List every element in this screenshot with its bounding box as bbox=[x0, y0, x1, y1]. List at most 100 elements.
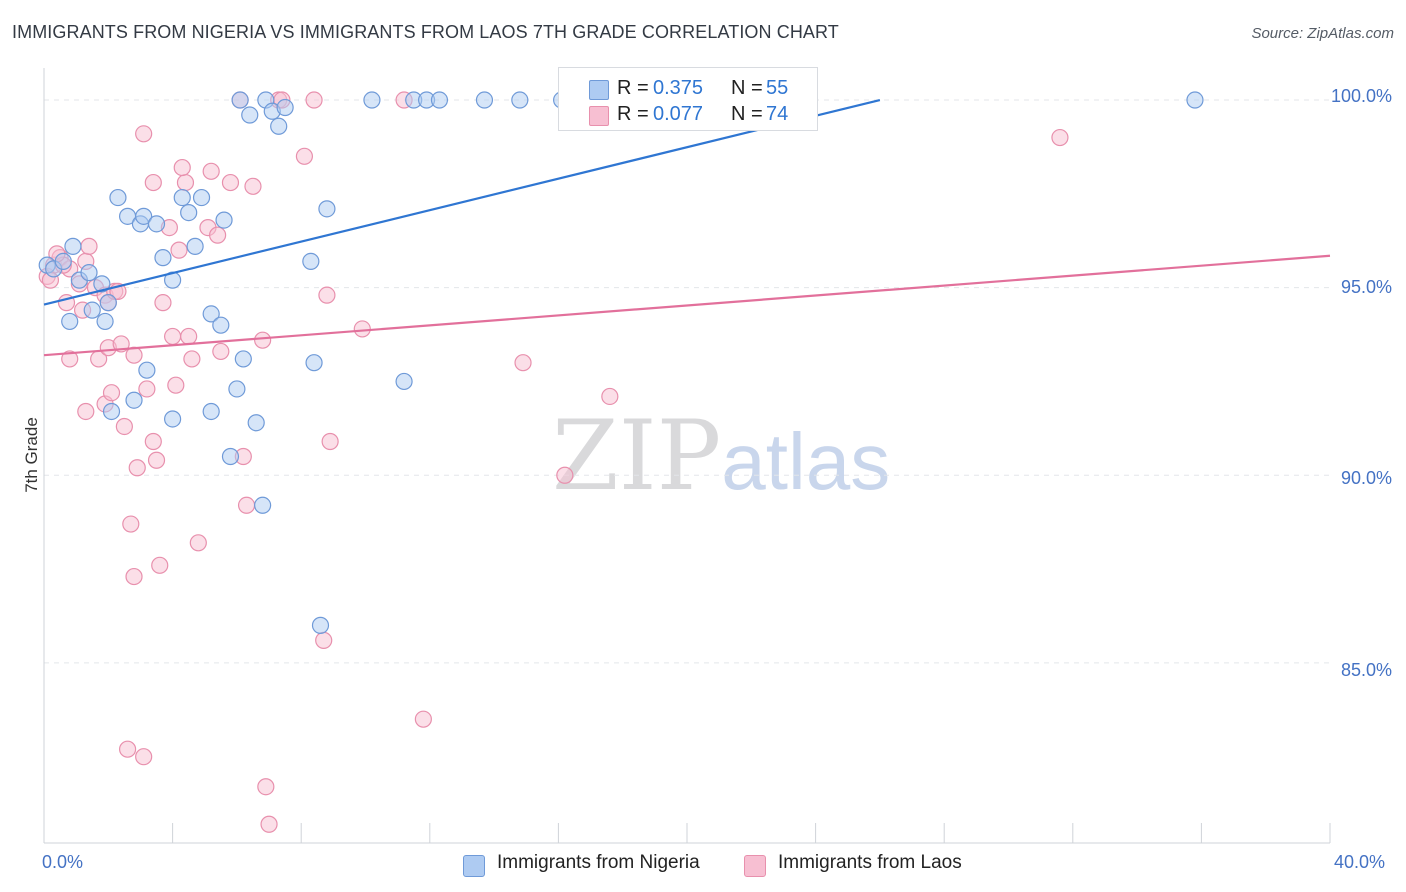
legend-laos-swatch bbox=[744, 855, 766, 877]
laos-point bbox=[180, 327, 198, 346]
laos-point bbox=[176, 173, 195, 192]
laos-point bbox=[138, 380, 156, 398]
legend-nigeria-swatch bbox=[463, 855, 485, 877]
laos-point bbox=[102, 384, 121, 402]
laos-point bbox=[80, 237, 98, 255]
laos-point bbox=[151, 556, 169, 574]
laos-point bbox=[183, 350, 201, 368]
nigeria-point bbox=[192, 188, 211, 207]
laos-r-label: R = bbox=[617, 103, 649, 125]
nigeria-point bbox=[147, 215, 166, 233]
y-axis-label: 7th Grade bbox=[22, 417, 41, 493]
laos-point bbox=[125, 567, 143, 586]
nigeria-point bbox=[231, 91, 249, 109]
nigeria-point bbox=[80, 264, 98, 282]
laos-point bbox=[318, 286, 336, 304]
laos-point bbox=[170, 241, 188, 259]
nigeria-point bbox=[221, 447, 240, 466]
nigeria-point bbox=[395, 372, 413, 391]
x-tick-max: 40.0% bbox=[1334, 852, 1386, 872]
stats-row-laos: R = 0.077 N = 74 bbox=[559, 101, 817, 127]
nigeria-point bbox=[96, 312, 114, 331]
nigeria-point bbox=[305, 354, 323, 372]
nigeria-point bbox=[276, 98, 294, 117]
watermark-zip: ZIP bbox=[552, 400, 722, 512]
laos-point bbox=[244, 177, 262, 195]
laos-point bbox=[135, 125, 153, 143]
nigeria-point bbox=[154, 249, 172, 267]
nigeria-point bbox=[318, 200, 336, 218]
legend-nigeria-label: Immigrants from Nigeria bbox=[497, 852, 700, 873]
chart-title: IMMIGRANTS FROM NIGERIA VS IMMIGRANTS FR… bbox=[12, 22, 839, 42]
laos-point bbox=[173, 158, 191, 177]
nigeria-points bbox=[38, 91, 1204, 634]
laos-point bbox=[305, 91, 323, 109]
source-label: Source: ZipAtlas.com bbox=[1251, 25, 1394, 42]
nigeria-point bbox=[302, 252, 320, 270]
nigeria-point bbox=[93, 275, 111, 293]
laos-point bbox=[353, 320, 371, 338]
nigeria-n-label: N = bbox=[731, 77, 763, 99]
nigeria-point bbox=[241, 106, 259, 124]
laos-point bbox=[514, 354, 532, 372]
laos-point bbox=[237, 496, 256, 514]
nigeria-r-label: R = bbox=[617, 77, 649, 99]
nigeria-point bbox=[270, 117, 288, 135]
y-tick-90: 90.0% bbox=[1340, 468, 1392, 488]
nigeria-point bbox=[212, 316, 230, 334]
nigeria-point bbox=[247, 414, 265, 432]
stats-legend: R = 0.375 N = 55 R = 0.077 N = 74 bbox=[558, 67, 818, 131]
laos-n-label: N = bbox=[731, 103, 763, 125]
nigeria-n-value: 55 bbox=[766, 77, 789, 99]
laos-point bbox=[212, 342, 230, 361]
nigeria-point bbox=[202, 305, 220, 323]
nigeria-point bbox=[61, 312, 79, 331]
laos-point bbox=[414, 710, 432, 728]
nigeria-point bbox=[54, 252, 72, 270]
nigeria-trend-line bbox=[43, 98, 881, 306]
laos-point bbox=[154, 294, 172, 312]
nigeria-point bbox=[180, 203, 198, 222]
nigeria-point bbox=[83, 301, 101, 319]
laos-point bbox=[164, 327, 182, 346]
nigeria-point bbox=[186, 237, 204, 255]
nigeria-point bbox=[511, 91, 529, 109]
laos-point bbox=[315, 631, 333, 649]
nigeria-point bbox=[430, 91, 449, 109]
nigeria-swatch bbox=[589, 80, 609, 100]
nigeria-point bbox=[202, 402, 220, 421]
laos-trend-line bbox=[43, 254, 1331, 357]
nigeria-point bbox=[475, 91, 494, 109]
laos-point bbox=[601, 387, 619, 406]
laos-point bbox=[147, 451, 166, 469]
laos-point bbox=[221, 173, 240, 192]
laos-swatch bbox=[589, 106, 609, 126]
nigeria-point bbox=[135, 207, 153, 225]
legend-laos-label: Immigrants from Laos bbox=[778, 852, 962, 873]
nigeria-point bbox=[254, 496, 272, 514]
nigeria-point bbox=[228, 380, 246, 398]
nigeria-point bbox=[215, 211, 233, 229]
nigeria-point bbox=[99, 294, 117, 312]
x-tick-min: 0.0% bbox=[42, 852, 84, 872]
laos-point bbox=[135, 748, 153, 766]
laos-n-value: 74 bbox=[766, 103, 789, 125]
laos-point bbox=[118, 740, 137, 758]
nigeria-point bbox=[164, 410, 182, 428]
laos-point bbox=[1051, 128, 1069, 147]
laos-point bbox=[260, 815, 278, 833]
laos-points bbox=[38, 91, 1069, 833]
laos-point bbox=[77, 402, 95, 421]
nigeria-point bbox=[363, 91, 381, 109]
laos-point bbox=[321, 432, 339, 451]
laos-point bbox=[257, 778, 275, 796]
nigeria-point bbox=[109, 188, 127, 207]
laos-r-value: 0.077 bbox=[653, 103, 704, 125]
nigeria-point bbox=[311, 616, 330, 634]
laos-point bbox=[144, 173, 162, 192]
laos-point bbox=[556, 466, 574, 484]
nigeria-point bbox=[64, 237, 82, 255]
y-tick-85: 85.0% bbox=[1340, 660, 1392, 680]
nigeria-point bbox=[1186, 91, 1204, 109]
